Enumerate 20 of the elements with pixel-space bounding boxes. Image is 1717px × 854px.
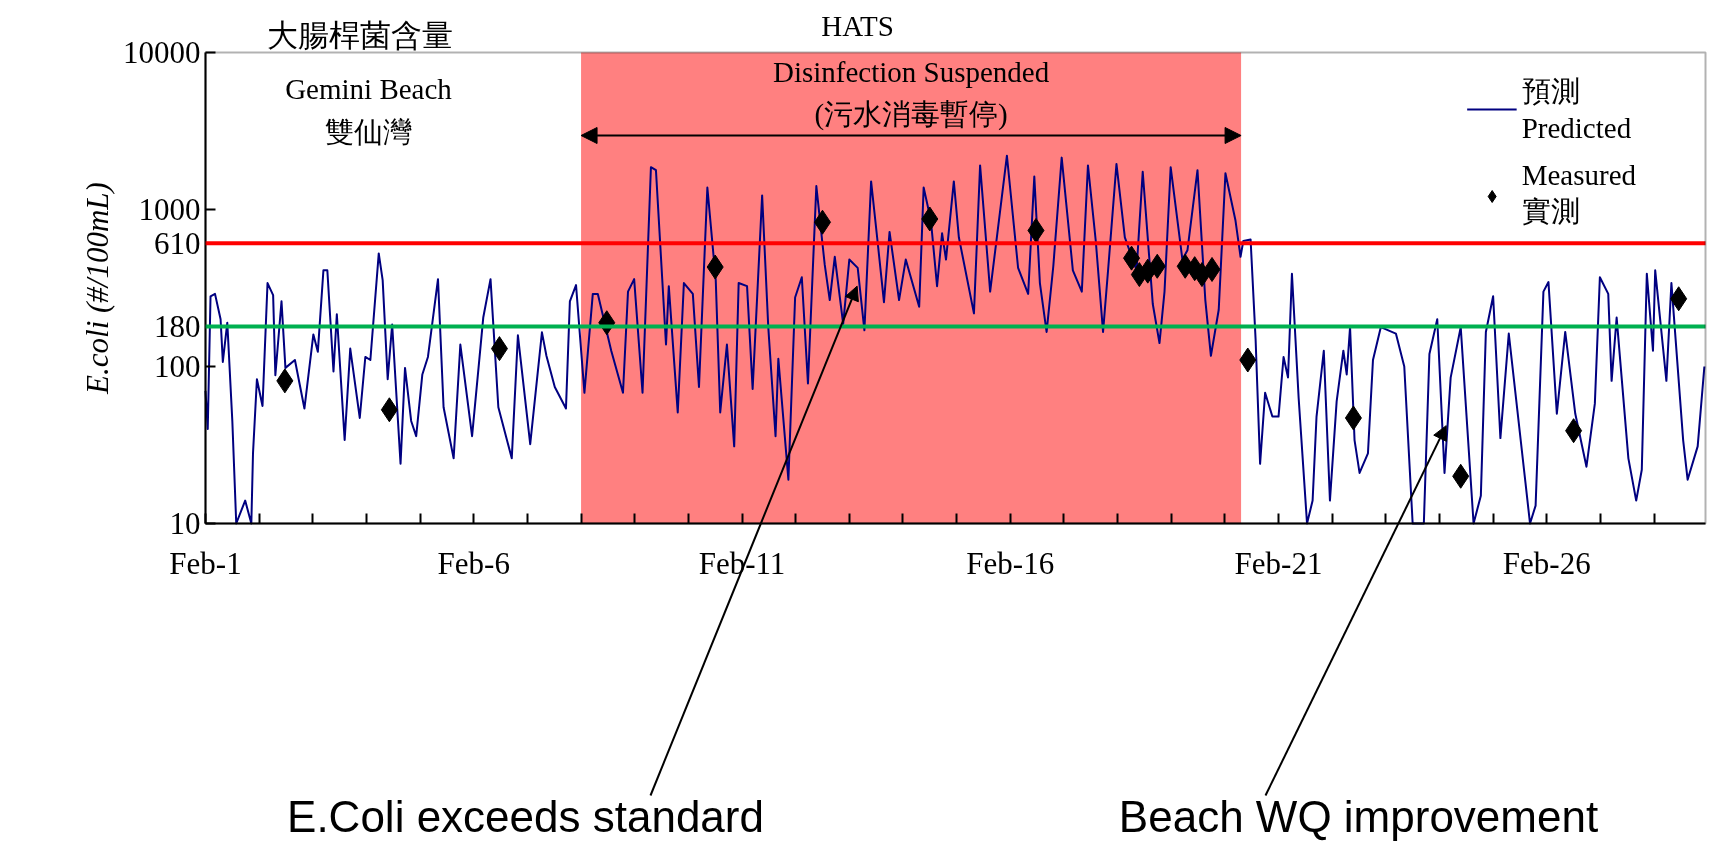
band-label: Disinfection Suspended (污水消毒暫停) <box>772 55 1050 131</box>
y-tick-label: 10000 <box>123 35 201 70</box>
annotation: E.Coli exceeds standard <box>287 792 764 841</box>
y-tick-label: 610 <box>154 225 201 261</box>
x-tick-label: Feb-6 <box>437 545 510 581</box>
y-tick-label: 10 <box>169 506 201 541</box>
legend-label: 預測 Predicted <box>1521 74 1632 145</box>
chart-title: 大腸桿菌含量 <box>266 18 453 53</box>
y-tick-label: 180 <box>154 308 201 344</box>
y-tick-label: 100 <box>154 349 201 384</box>
legend-label: Measured 實測 <box>1521 159 1636 229</box>
text: HATS <box>821 9 894 42</box>
x-tick-label: Feb-21 <box>1234 545 1323 581</box>
x-tick-label: Feb-16 <box>966 545 1055 581</box>
y-tick-label: 1000 <box>138 192 201 227</box>
x-tick-label: Feb-26 <box>1502 545 1591 581</box>
annotation: Beach WQ improvement <box>1118 792 1599 841</box>
annotation: Gemini Beach 雙仙灣 <box>285 72 453 148</box>
x-tick-label: Feb-1 <box>169 545 242 581</box>
y-axis-title: E.coli (#/100mL) <box>80 182 115 395</box>
